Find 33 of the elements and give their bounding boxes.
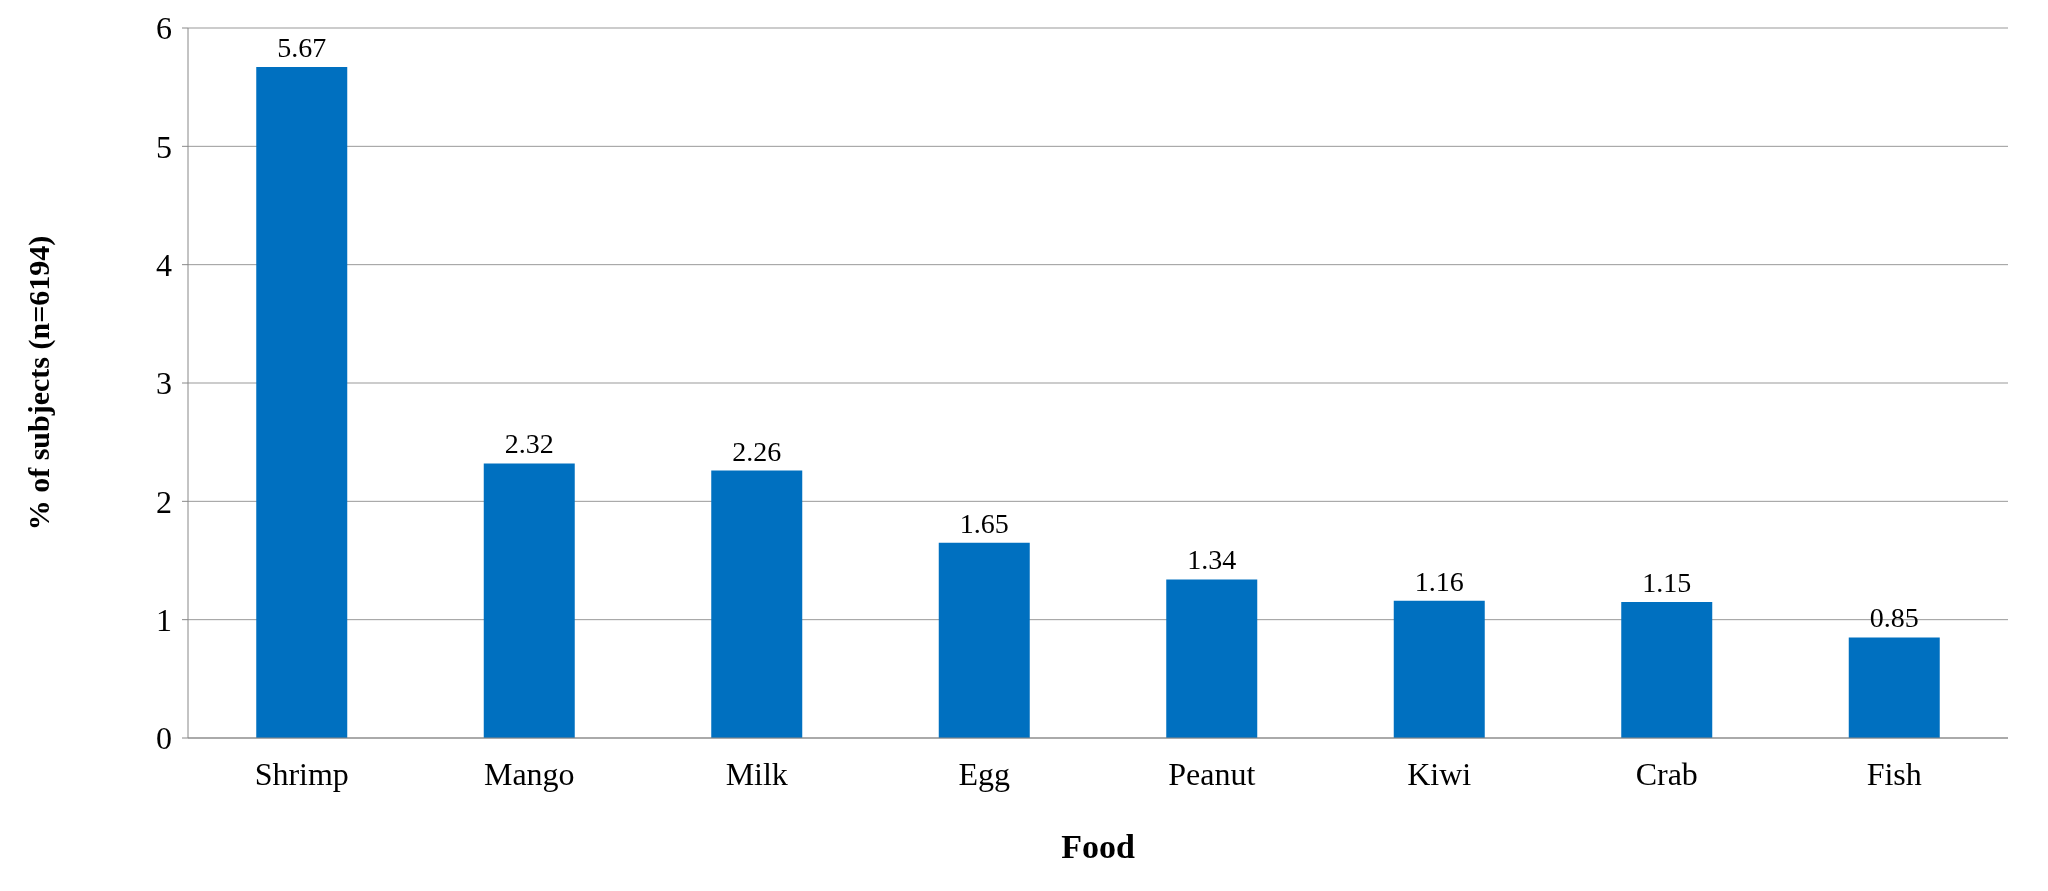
data-label: 1.34 — [1187, 544, 1237, 576]
x-tick-label: Shrimp — [254, 755, 349, 792]
data-label: 2.26 — [732, 435, 782, 467]
bar — [711, 470, 803, 738]
x-tick-label: Mango — [483, 755, 575, 792]
y-tick-label: 4 — [156, 247, 172, 284]
bar — [256, 67, 348, 738]
x-tick-label: Egg — [958, 755, 1011, 792]
bar — [1166, 579, 1258, 738]
y-tick-label: 3 — [156, 365, 172, 402]
data-label: 1.65 — [959, 507, 1009, 539]
y-axis-title: % of subjects (n=6194) — [21, 235, 56, 531]
data-label: 1.15 — [1642, 566, 1692, 598]
bar — [1393, 600, 1485, 738]
data-label: 1.16 — [1414, 565, 1464, 597]
bar — [483, 463, 575, 738]
y-tick-label: 2 — [156, 483, 172, 520]
x-tick-label: Crab — [1635, 755, 1698, 792]
y-tick-label: 5 — [156, 128, 172, 165]
y-tick-label: 6 — [156, 10, 172, 47]
x-tick-label: Peanut — [1168, 755, 1256, 792]
bar — [938, 542, 1030, 738]
bar — [1621, 601, 1713, 738]
x-tick-label: Fish — [1866, 755, 1922, 792]
y-tick-label: 0 — [156, 720, 172, 757]
data-label: 5.67 — [277, 32, 327, 64]
x-axis-title: Food — [1061, 828, 1135, 865]
x-tick-label: Milk — [725, 755, 788, 792]
data-label: 2.32 — [504, 428, 554, 460]
bar — [1848, 637, 1940, 738]
data-label: 0.85 — [1869, 602, 1919, 634]
x-tick-label: Kiwi — [1407, 755, 1472, 792]
y-tick-label: 1 — [156, 602, 172, 639]
